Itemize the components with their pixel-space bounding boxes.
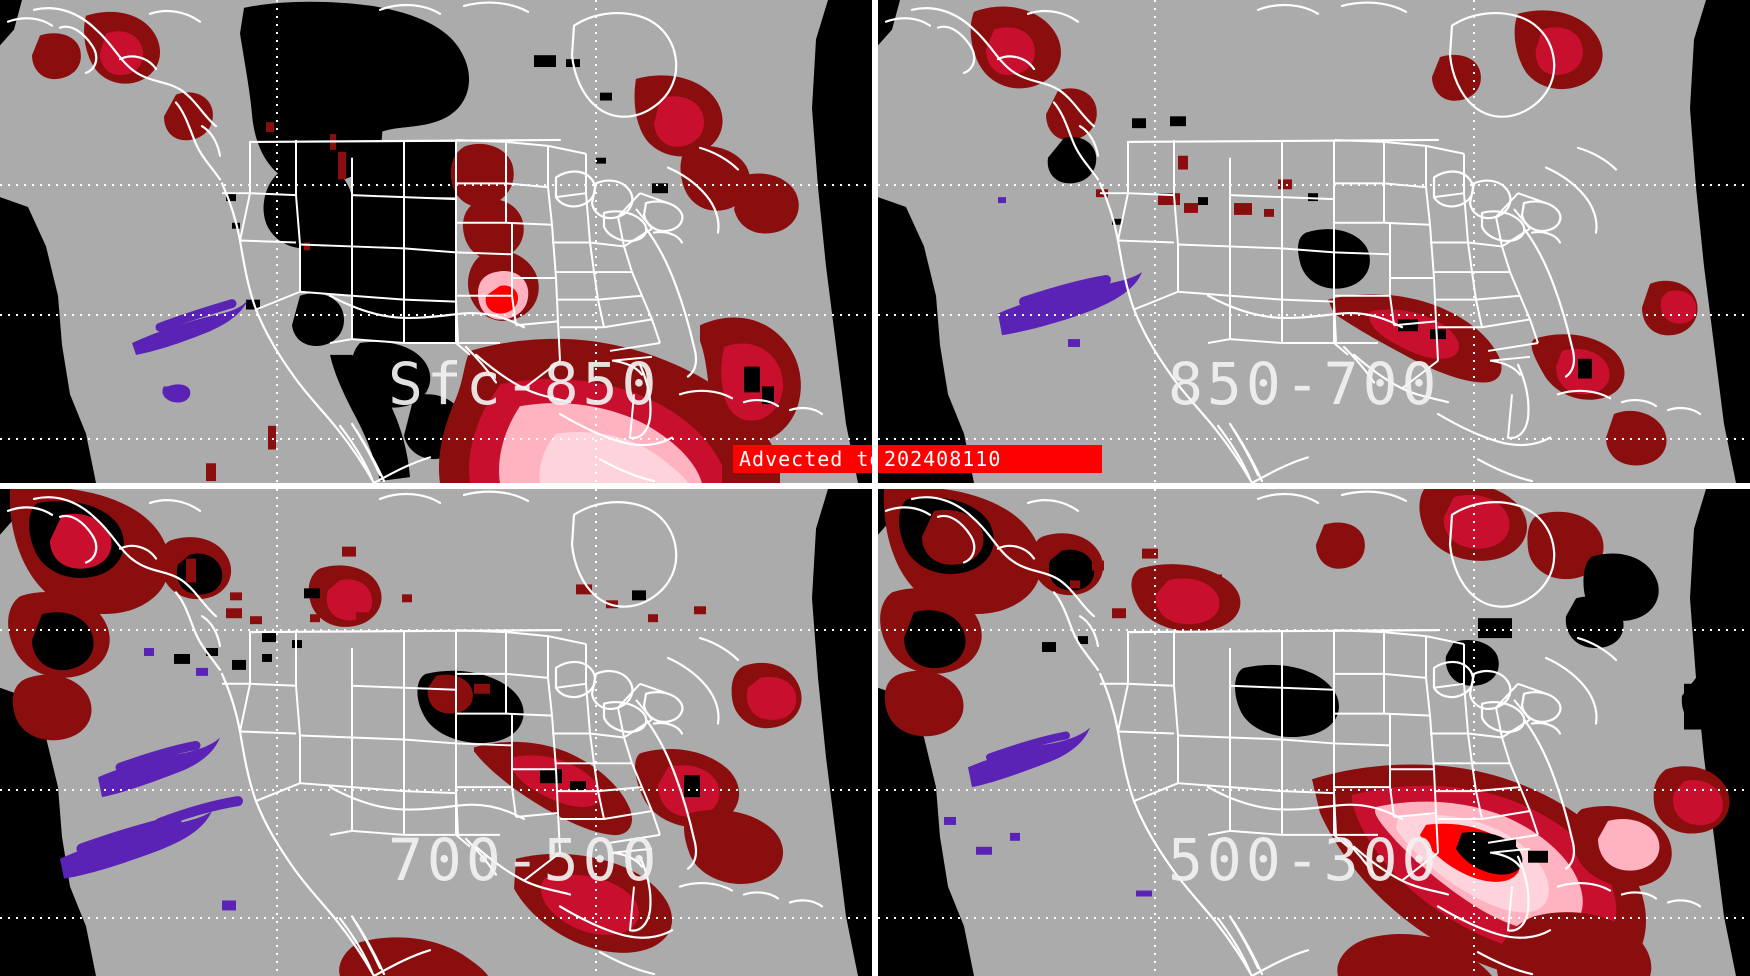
panel-700-500[interactable] [0,489,872,976]
map-700-500 [0,489,872,976]
map-500-300 [878,489,1750,976]
advection-banner-prefix-text: Advected to [739,447,883,471]
panel-500-300[interactable] [878,489,1750,976]
advection-banner-timestamp-text: 202408110 [884,447,1002,471]
advection-banner-timestamp: 202408110 [878,445,1102,473]
panel-label-sfc-850: Sfc-850 [388,350,661,418]
panel-sfc-850[interactable] [0,0,872,483]
panel-label-850-700: 850-700 [1168,350,1441,418]
panel-label-500-300: 500-300 [1168,826,1441,894]
panel-850-700[interactable] [878,0,1750,483]
advection-banner-prefix: Advected to [733,445,881,473]
panel-label-700-500: 700-500 [388,826,661,894]
panel-divider-horizontal [0,483,1750,489]
